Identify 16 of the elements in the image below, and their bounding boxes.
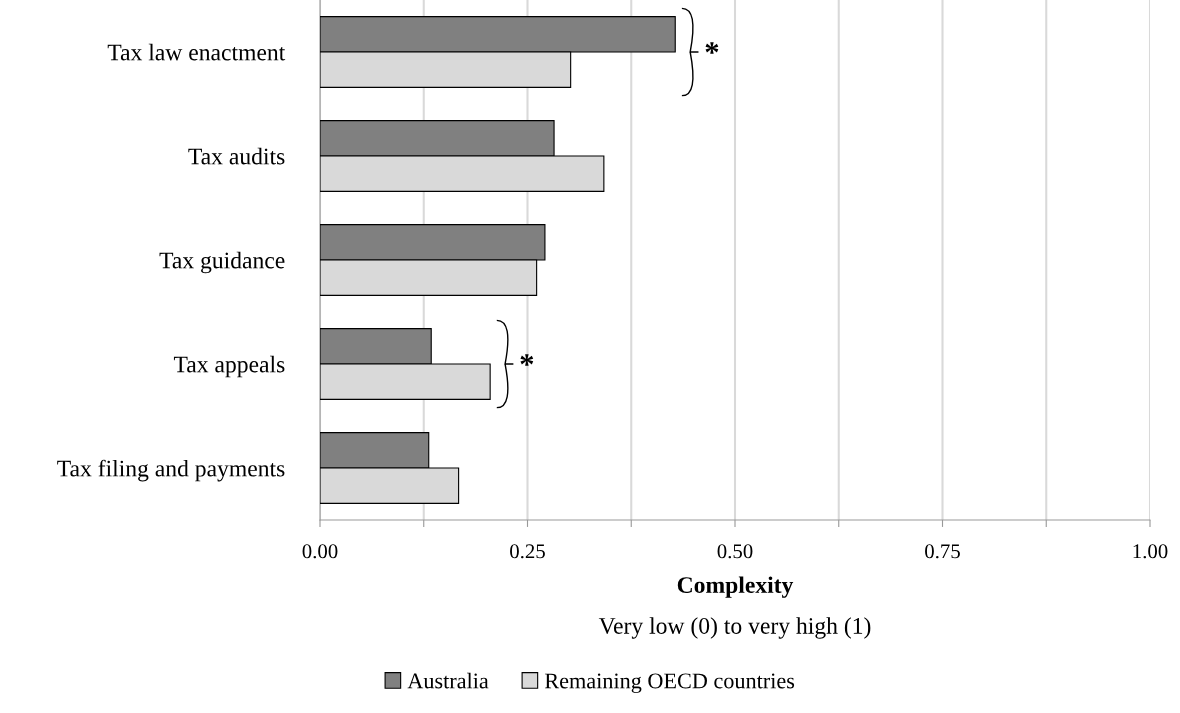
- annotation: *: [705, 42, 719, 54]
- legend-label: Remaining OECD countries: [544, 673, 795, 693]
- x-tick-label: 0.75: [925, 544, 960, 559]
- text: Very low (0) to very high (1): [598, 617, 871, 639]
- y-tick-label: Tax law enactment: [107, 43, 286, 61]
- y-tick-label: Tax filing and payments: [57, 459, 285, 482]
- y-tick-label: Tax audits: [188, 147, 285, 165]
- x-tick-label: 0.25: [510, 544, 545, 559]
- x-tick-label: 1.00: [1133, 544, 1168, 559]
- annotation: *: [520, 354, 534, 366]
- x-tick-label: 0.50: [717, 544, 753, 559]
- legend-label: Australia: [407, 672, 489, 689]
- x-tick-label: 0.00: [302, 544, 338, 559]
- y-tick-label: Tax guidance: [159, 251, 285, 274]
- y-tick-label: Tax appeals: [173, 355, 285, 378]
- x-axis-title: Complexity: [677, 576, 794, 598]
